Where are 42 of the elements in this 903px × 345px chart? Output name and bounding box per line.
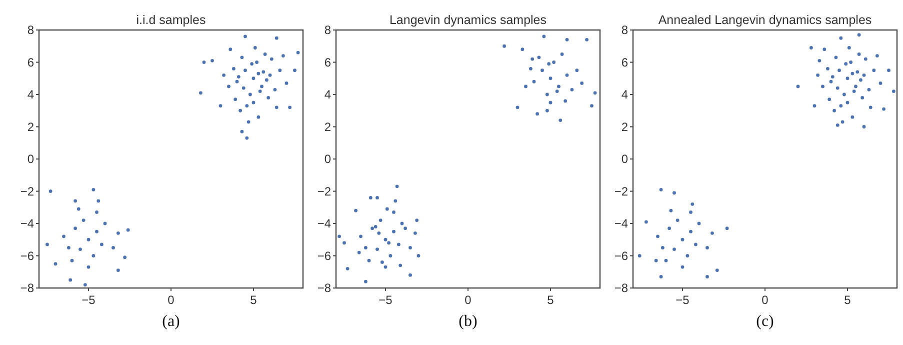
x-tick-label: −5 xyxy=(378,293,393,307)
y-tick-label: −8 xyxy=(20,281,34,295)
y-tick-label: 6 xyxy=(621,55,628,70)
y-tick-label: 2 xyxy=(324,120,332,134)
x-tick-label: −5 xyxy=(676,293,690,307)
chart-title: Langevin dynamics samples xyxy=(389,13,547,27)
y-tick-label: −8 xyxy=(317,281,332,295)
y-tick-label: 0 xyxy=(27,152,34,166)
y-tick-label: −2 xyxy=(614,184,628,198)
y-tick-label: 4 xyxy=(27,88,34,102)
y-tick-label: −4 xyxy=(20,216,34,230)
y-tick-label: 2 xyxy=(621,120,628,134)
y-tick-label: −8 xyxy=(614,281,628,295)
y-tick-label: 2 xyxy=(27,120,34,134)
y-tick-label: 8 xyxy=(27,23,34,37)
x-tick-label: 5 xyxy=(250,293,258,307)
y-tick-label: −2 xyxy=(317,184,332,198)
x-tick-label: 5 xyxy=(547,293,554,307)
chart-title: Annealed Langevin dynamics samples xyxy=(658,13,872,27)
y-tick-label: 0 xyxy=(324,152,332,166)
y-tick-label: 4 xyxy=(324,88,332,102)
y-tick-label: 8 xyxy=(621,23,628,37)
y-tick-label: −6 xyxy=(20,248,34,263)
x-tick-label: 0 xyxy=(168,293,175,307)
x-tick-label: 5 xyxy=(844,293,852,307)
text: (c) xyxy=(756,313,774,330)
text: (b) xyxy=(458,313,478,330)
x-tick-label: 0 xyxy=(464,293,472,307)
chart-title: i.i.d samples xyxy=(136,13,206,27)
y-tick-label: 6 xyxy=(324,55,332,70)
y-tick-label: −2 xyxy=(20,184,34,198)
y-tick-label: 4 xyxy=(621,88,628,102)
x-tick-label: 0 xyxy=(762,293,769,307)
y-tick-label: −6 xyxy=(317,248,332,263)
x-tick-label: −5 xyxy=(82,293,96,307)
y-tick-label: 8 xyxy=(324,23,332,37)
y-tick-label: −4 xyxy=(614,216,628,230)
y-tick-label: −4 xyxy=(317,216,332,230)
y-tick-label: −6 xyxy=(614,248,628,263)
text: (a) xyxy=(162,313,180,330)
y-tick-label: 0 xyxy=(621,152,628,166)
y-tick-label: 6 xyxy=(27,55,34,70)
